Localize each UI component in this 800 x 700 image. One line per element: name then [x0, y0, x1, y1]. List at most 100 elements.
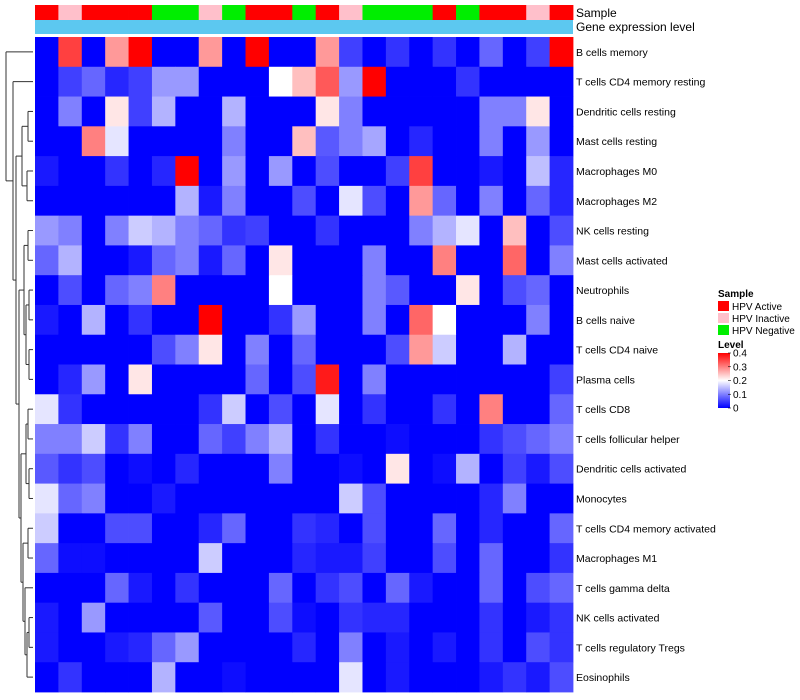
- heatmap-cell: [526, 215, 551, 246]
- heatmap-cell: [549, 632, 574, 663]
- heatmap-cell: [58, 483, 83, 514]
- heatmap-cell: [526, 602, 551, 633]
- heatmap-cell: [175, 126, 200, 157]
- heatmap-cell: [315, 275, 340, 306]
- heatmap-cell: [292, 424, 317, 455]
- heatmap-cell: [128, 543, 153, 574]
- heatmap-cell: [175, 424, 200, 455]
- heatmap-cell: [35, 304, 59, 336]
- heatmap-cell: [409, 483, 434, 514]
- heatmap-cell: [268, 245, 293, 276]
- heatmap-cell: [315, 215, 340, 246]
- heatmap-cell: [128, 662, 153, 693]
- heatmap-cell: [409, 96, 434, 127]
- heatmap-cell: [35, 364, 59, 395]
- heatmap-cell: [292, 66, 317, 97]
- heatmap-cell: [385, 543, 410, 574]
- heatmap-cell: [175, 632, 200, 663]
- heatmap-cell: [268, 215, 293, 246]
- heatmap-cell: [385, 632, 410, 663]
- heatmap-cell: [35, 394, 59, 425]
- heatmap-cell: [479, 602, 504, 633]
- heatmap-cell: [549, 245, 574, 276]
- heatmap-cell: [105, 304, 129, 336]
- heatmap-cell: [456, 96, 480, 127]
- row-label: Monocytes: [576, 493, 627, 505]
- heatmap-cell: [456, 334, 480, 365]
- heatmap-cell: [409, 156, 434, 187]
- heatmap-cell: [339, 96, 363, 127]
- heatmap-cell: [385, 185, 410, 217]
- heatmap-cell: [128, 632, 153, 663]
- heatmap-cell: [526, 543, 551, 574]
- heatmap-cell: [128, 126, 153, 157]
- heatmap-cell: [58, 66, 83, 97]
- heatmap-cell: [292, 126, 317, 157]
- heatmap-cell: [385, 364, 410, 395]
- heatmap-cell: [549, 96, 574, 127]
- heatmap-cell: [339, 394, 363, 425]
- heatmap-cell: [292, 513, 317, 544]
- heatmap-cell: [456, 245, 480, 276]
- heatmap-cell: [245, 543, 270, 574]
- heatmap-cell: [222, 513, 246, 544]
- heatmap-cell: [222, 185, 246, 217]
- heatmap-cell: [315, 453, 340, 484]
- heatmap-cell: [502, 96, 527, 127]
- heatmap-cell: [81, 602, 106, 633]
- row-label: Mast cells resting: [576, 136, 657, 148]
- heatmap-cell: [549, 513, 574, 544]
- heatmap-cell: [268, 96, 293, 127]
- heatmap-cell: [175, 156, 200, 187]
- heatmap-cell: [339, 632, 363, 663]
- heatmap-cell: [526, 304, 551, 336]
- heatmap-cell: [362, 424, 387, 455]
- heatmap-cell: [292, 185, 317, 217]
- sample-legend-label: HPV Negative: [732, 326, 795, 337]
- heatmap-cell: [198, 572, 223, 604]
- sample-annotation-cell: [502, 5, 527, 20]
- sample-annotation-cell: [409, 5, 434, 20]
- heatmap-cell: [268, 513, 293, 544]
- heatmap-cell: [315, 96, 340, 127]
- heatmap-cell: [222, 453, 246, 484]
- heatmap-cell: [81, 96, 106, 127]
- heatmap-cell: [385, 334, 410, 365]
- heatmap-cell: [128, 424, 153, 455]
- sample-annotation-cell: [526, 5, 551, 20]
- heatmap-cell: [245, 572, 270, 604]
- heatmap-cell: [222, 424, 246, 455]
- heatmap-cell: [128, 37, 153, 68]
- expression-annotation-label: Gene expression level: [576, 20, 695, 34]
- heatmap-cell: [222, 275, 246, 306]
- heatmap-cell: [432, 245, 457, 276]
- heatmap-cell: [456, 543, 480, 574]
- heatmap-cell: [502, 453, 527, 484]
- heatmap-cell: [385, 245, 410, 276]
- heatmap-cell: [268, 453, 293, 484]
- heatmap-cell: [479, 215, 504, 246]
- heatmap-cell: [502, 364, 527, 395]
- heatmap-cell: [292, 572, 317, 604]
- sample-legend-swatch: [718, 313, 729, 323]
- heatmap-cell: [175, 334, 200, 365]
- heatmap-cell: [58, 304, 83, 336]
- heatmap-cell: [362, 334, 387, 365]
- sample-annotation-cell: [222, 5, 246, 20]
- heatmap-cell: [292, 453, 317, 484]
- heatmap-cell: [105, 662, 129, 693]
- heatmap-cell: [479, 126, 504, 157]
- sample-annotation-cell: [58, 5, 83, 20]
- heatmap-cell: [292, 96, 317, 127]
- heatmap-cell: [315, 543, 340, 574]
- heatmap-cell: [479, 66, 504, 97]
- heatmap-cell: [339, 453, 363, 484]
- heatmap-cell: [479, 364, 504, 395]
- heatmap-cell: [339, 334, 363, 365]
- heatmap-cell: [245, 156, 270, 187]
- heatmap-cell: [339, 215, 363, 246]
- heatmap-cell: [385, 453, 410, 484]
- heatmap-cell: [128, 156, 153, 187]
- heatmap-cell: [362, 245, 387, 276]
